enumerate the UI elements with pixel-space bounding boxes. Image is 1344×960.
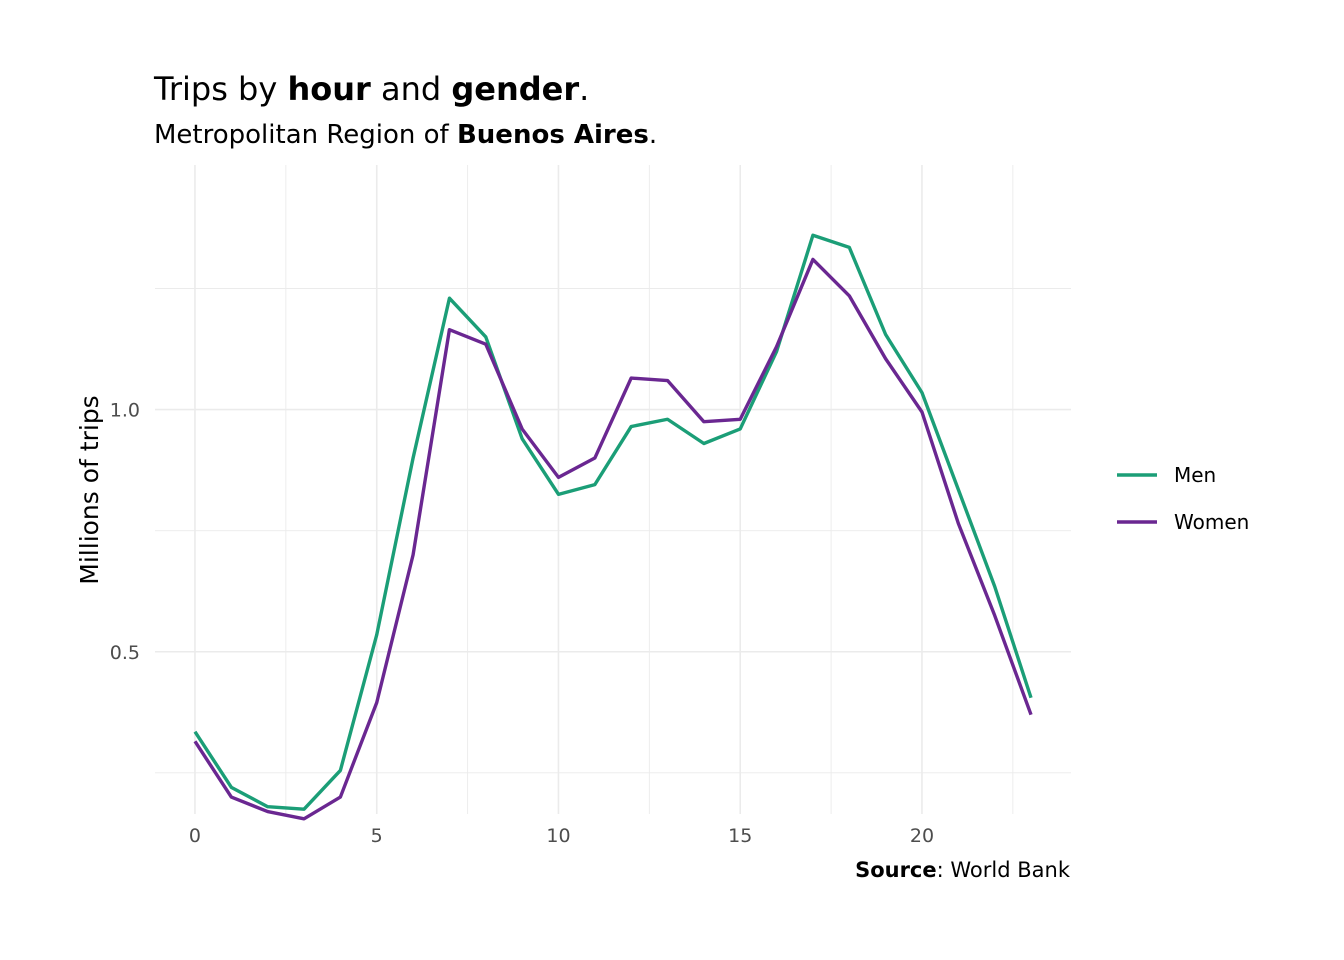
- x-tick-label: 10: [546, 825, 570, 847]
- legend-label-men: Men: [1174, 463, 1216, 487]
- tick-labels: 0 5 10 15 20 0.5 1.0: [110, 400, 934, 847]
- y-tick-label: 0.5: [110, 642, 140, 664]
- chart-subtitle: Metropolitan Region of Buenos Aires.: [154, 120, 658, 150]
- series-line-men: [193, 233, 1033, 811]
- legend: Men Women: [1117, 463, 1249, 534]
- chart-title: Trips by hour and gender.: [154, 70, 590, 108]
- x-tick-label: 15: [728, 825, 752, 847]
- x-tick-label: 20: [910, 825, 934, 847]
- x-tick-label: 0: [189, 825, 201, 847]
- y-axis-title: Millions of trips: [75, 395, 104, 584]
- x-tick-label: 5: [371, 825, 383, 847]
- series-lines: [193, 233, 1033, 821]
- legend-label-women: Women: [1174, 510, 1249, 534]
- y-tick-label: 1.0: [110, 400, 140, 422]
- grid-lines: [155, 165, 1071, 814]
- chart-caption: Source: World Bank: [855, 858, 1070, 882]
- series-line-women: [193, 257, 1033, 821]
